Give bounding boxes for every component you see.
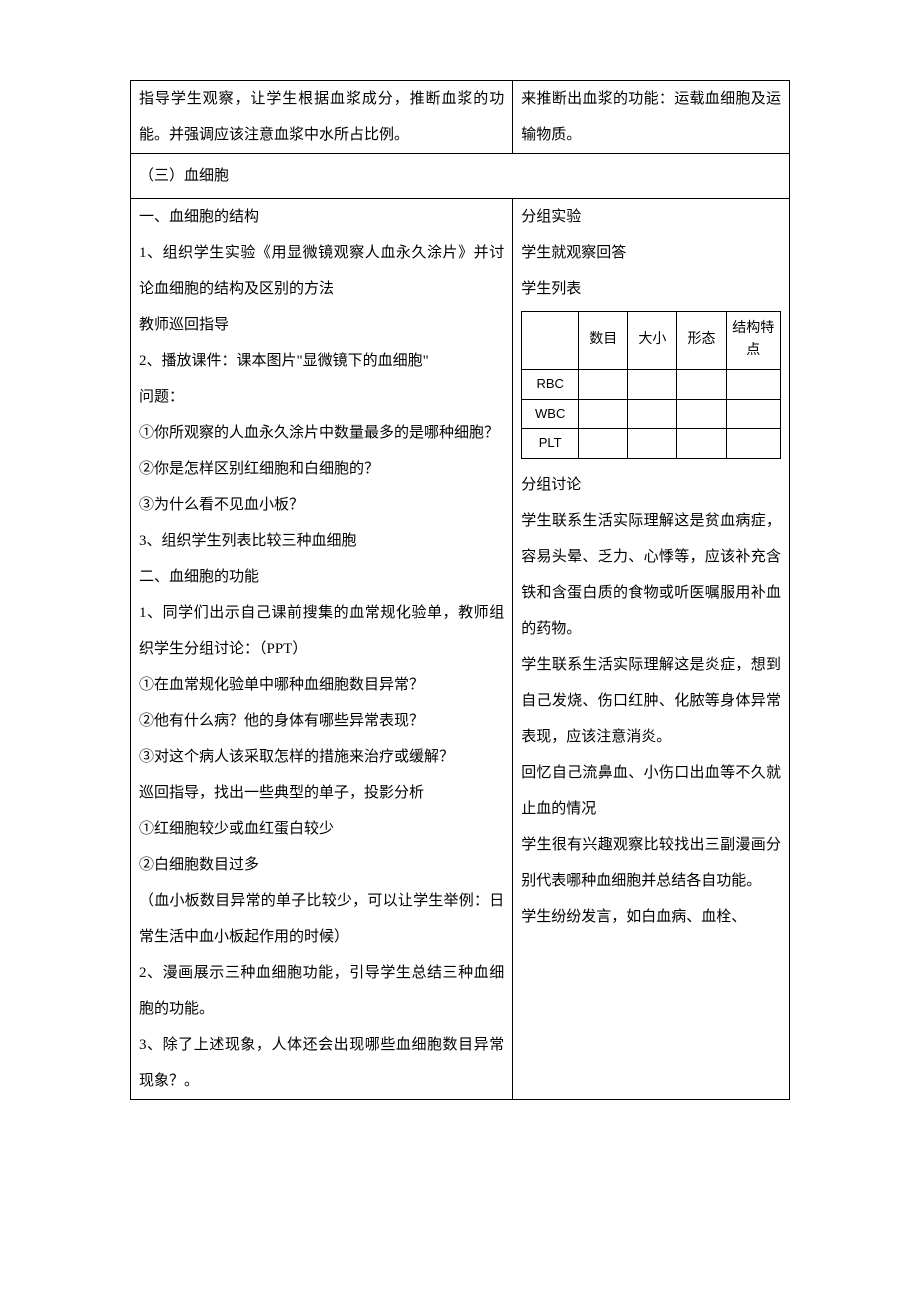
blood-cell-compare-table: 数目 大小 形态 结构特点 RBC WBC PLT [521,311,781,459]
left-l18: （血小板数目异常的单子比较少，可以让学生举例：日常生活中血小板起作用的时候） [139,883,504,955]
col-shape: 形态 [677,312,726,370]
right-r9: 学生纷纷发言，如白血病、血栓、 [521,899,781,935]
left-l5: 问题： [139,379,504,415]
row-blood-cells: 一、血细胞的结构 1、组织学生实验《用显微镜观察人血永久涂片》并讨论血细胞的结构… [131,199,790,1100]
row-wbc: WBC [522,399,579,429]
right-r8: 学生很有兴趣观察比较找出三副漫画分别代表哪种血细胞并总结各自功能。 [521,827,781,899]
lesson-table: 指导学生观察，让学生根据血浆成分，推断血浆的功能。并强调应该注意血浆中水所占比例… [130,80,790,1100]
teacher-plasma-text: 指导学生观察，让学生根据血浆成分，推断血浆的功能。并强调应该注意血浆中水所占比例… [139,81,504,153]
left-l6: ①你所观察的人血永久涂片中数量最多的是哪种细胞？ [139,415,504,451]
right-r5: 学生联系生活实际理解这是贫血病症，容易头晕、乏力、心悸等，应该补充含铁和含蛋白质… [521,503,781,647]
right-r6: 学生联系生活实际理解这是炎症，想到自己发烧、伤口红肿、化脓等身体异常表现，应该注… [521,647,781,755]
left-l12: ①在血常规化验单中哪种血细胞数目异常？ [139,667,504,703]
left-l4: 2、播放课件：课本图片"显微镜下的血细胞" [139,343,504,379]
student-plasma-text: 来推断出血浆的功能：运载血细胞及运输物质。 [521,81,781,153]
col-count: 数目 [579,312,628,370]
col-structure: 结构特点 [726,312,780,370]
left-l16: ①红细胞较少或血红蛋白较少 [139,811,504,847]
left-l19: 2、漫画展示三种血细胞功能，引导学生总结三种血细胞的功能。 [139,955,504,1027]
col-size: 大小 [628,312,677,370]
left-l1: 一、血细胞的结构 [139,199,504,235]
left-l11: 1、同学们出示自己课前搜集的血常规化验单，教师组织学生分组讨论：（PPT） [139,595,504,667]
section-title-blood-cells: （三）血细胞 [139,158,781,194]
row-section-header: （三）血细胞 [131,154,790,199]
left-l15: 巡回指导，找出一些典型的单子，投影分析 [139,775,504,811]
right-r2: 学生就观察回答 [521,235,781,271]
left-l20: 3、除了上述现象，人体还会出现哪些血细胞数目异常现象？。 [139,1027,504,1099]
right-r4: 分组讨论 [521,467,781,503]
left-l2: 1、组织学生实验《用显微镜观察人血永久涂片》并讨论血细胞的结构及区别的方法 [139,235,504,307]
row-plt: PLT [522,429,579,459]
left-l10: 二、血细胞的功能 [139,559,504,595]
row-rbc: RBC [522,369,579,399]
right-r3: 学生列表 [521,271,781,307]
left-l8: ③为什么看不见血小板？ [139,487,504,523]
left-l9: 3、组织学生列表比较三种血细胞 [139,523,504,559]
document-page: 指导学生观察，让学生根据血浆成分，推断血浆的功能。并强调应该注意血浆中水所占比例… [0,0,920,1180]
right-r1: 分组实验 [521,199,781,235]
right-r7: 回忆自己流鼻血、小伤口出血等不久就止血的情况 [521,755,781,827]
left-l14: ③对这个病人该采取怎样的措施来治疗或缓解？ [139,739,504,775]
left-l13: ②他有什么病？他的身体有哪些异常表现？ [139,703,504,739]
left-l3: 教师巡回指导 [139,307,504,343]
row-plasma: 指导学生观察，让学生根据血浆成分，推断血浆的功能。并强调应该注意血浆中水所占比例… [131,81,790,154]
left-l17: ②白细胞数目过多 [139,847,504,883]
left-l7: ②你是怎样区别红细胞和白细胞的？ [139,451,504,487]
